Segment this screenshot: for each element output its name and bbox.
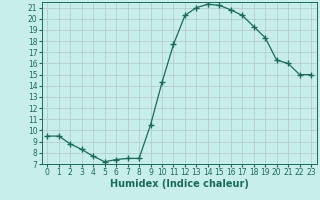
X-axis label: Humidex (Indice chaleur): Humidex (Indice chaleur) (110, 179, 249, 189)
